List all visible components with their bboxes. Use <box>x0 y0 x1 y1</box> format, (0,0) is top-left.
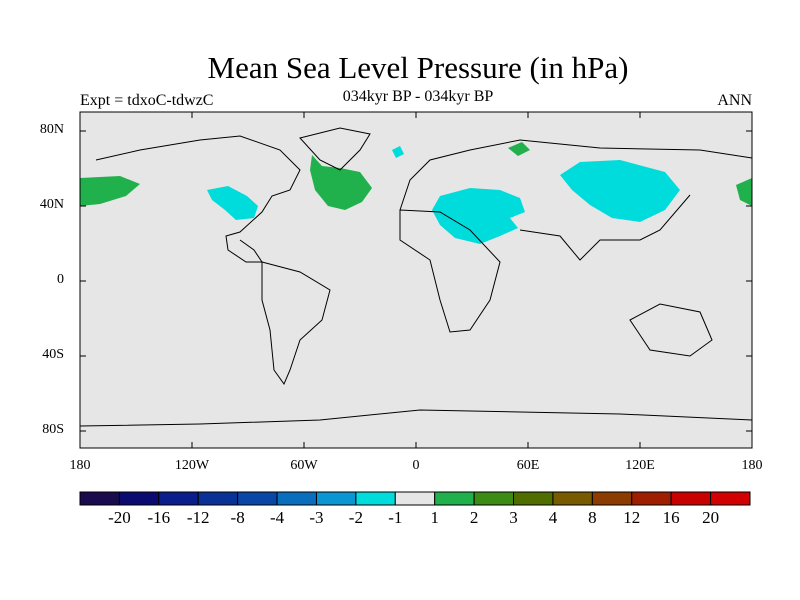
coastline-australia <box>629 303 713 357</box>
x-tick-label: 180 <box>741 458 763 473</box>
colorbar-label: -3 <box>309 508 324 527</box>
colorbar-label: 20 <box>702 508 720 527</box>
y-tick-label: 80S <box>42 422 64 437</box>
negative-anomaly-patches <box>207 146 680 244</box>
colorbar-box <box>276 491 317 506</box>
negative-patch-north-america <box>207 186 258 220</box>
negative-patch-arctic <box>392 146 404 158</box>
colorbar-label: 16 <box>662 508 680 527</box>
colorbar-label: 2 <box>469 508 479 527</box>
coastline-eurasia <box>399 139 753 211</box>
axis-ticks <box>80 112 752 448</box>
colorbar-label: 8 <box>588 508 597 527</box>
coastlines <box>79 127 753 427</box>
coastline-south-asia <box>519 194 691 261</box>
colorbar-label: 1 <box>430 508 439 527</box>
coastline-africa <box>399 209 501 333</box>
x-tick-label: 120W <box>174 458 210 473</box>
x-tick-label: 120E <box>625 458 655 473</box>
colorbar-box <box>552 491 593 506</box>
colorbar-label: -16 <box>147 508 171 527</box>
time-period-label: 034kyr BP - 034kyr BP <box>342 88 494 105</box>
colorbar-box <box>710 491 751 506</box>
y-tick-label: 40S <box>42 347 64 362</box>
coastline-antarctica <box>79 409 753 427</box>
positive-patch-arctic-russia <box>508 142 530 156</box>
colorbar-label: 4 <box>548 508 558 527</box>
negative-patch-central-asia <box>560 160 680 222</box>
colorbar <box>79 491 751 506</box>
colorbar-box <box>355 491 396 506</box>
colorbar-box <box>591 491 633 506</box>
colorbar-box <box>513 491 554 506</box>
colorbar-label: -20 <box>108 508 131 527</box>
x-tick-label: 60E <box>516 458 540 473</box>
y-tick-label: 40N <box>39 197 64 212</box>
colorbar-label: -2 <box>348 508 363 527</box>
negative-patch-mediterranean-asia <box>432 188 525 244</box>
colorbar-box <box>473 491 515 506</box>
map-background <box>80 112 752 448</box>
positive-patch-north-atlantic <box>310 155 372 210</box>
colorbar-label: -12 <box>186 508 210 527</box>
coastline-greenland <box>299 127 371 171</box>
colorbar-box <box>631 491 672 506</box>
colorbar-label: 3 <box>509 508 518 527</box>
coastline-south-america <box>261 261 331 386</box>
colorbar-box <box>118 491 160 506</box>
x-tick-label: 0 <box>412 458 420 473</box>
colorbar-box <box>158 491 199 506</box>
colorbar-box <box>237 491 278 506</box>
season-label: ANN <box>717 92 752 109</box>
x-tick-label: 180 <box>69 458 91 473</box>
positive-patch-north-pacific-east <box>736 178 752 206</box>
colorbar-label: 12 <box>623 508 641 527</box>
colorbar-box <box>670 491 712 506</box>
colorbar-label: -8 <box>230 508 245 527</box>
positive-anomaly-patches <box>80 142 752 210</box>
colorbar-box <box>394 491 436 506</box>
colorbar-box <box>434 491 475 506</box>
colorbar-label: -1 <box>388 508 403 527</box>
x-tick-label: 60W <box>290 458 318 473</box>
coastline-north-america <box>95 135 301 263</box>
positive-patch-north-pacific-west <box>80 176 140 206</box>
y-tick-label: 80N <box>39 122 64 137</box>
colorbar-box <box>315 491 357 506</box>
y-tick-label: 0 <box>57 272 64 287</box>
colorbar-label: -4 <box>269 508 285 527</box>
colorbar-box <box>197 491 239 506</box>
experiment-label: Expt = tdxoC-tdwzC <box>80 92 214 109</box>
chart-title: Mean Sea Level Pressure (in hPa) <box>207 50 629 85</box>
colorbar-box <box>79 491 120 506</box>
